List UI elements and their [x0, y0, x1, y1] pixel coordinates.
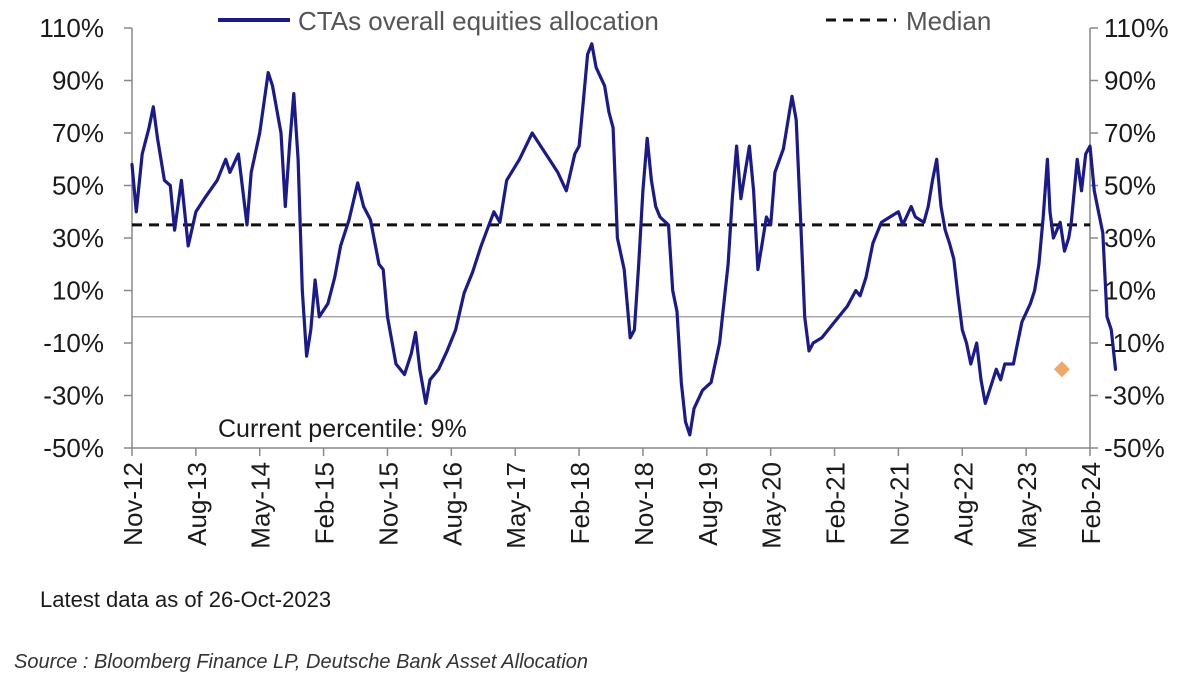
percentile-annotation: Current percentile: 9%	[218, 415, 467, 443]
y-tick-label-left: -30%	[43, 381, 104, 411]
x-tick-label: May-23	[1012, 462, 1042, 549]
x-tick-label: Aug-19	[693, 462, 723, 546]
x-tick-label: Nov-18	[629, 462, 659, 546]
y-tick-label-right: 70%	[1104, 118, 1156, 148]
y-tick-label-left: 50%	[52, 171, 104, 201]
x-tick-label: Nov-12	[118, 462, 148, 546]
x-tick-label: Nov-21	[884, 462, 914, 546]
y-tick-label-left: -10%	[43, 328, 104, 358]
current-point-marker	[1053, 361, 1070, 378]
legend: CTAs overall equities allocation Median	[218, 6, 991, 36]
y-tick-label-right: -30%	[1104, 381, 1165, 411]
y-tick-label-right: 50%	[1104, 171, 1156, 201]
y-tick-label-left: -50%	[43, 433, 104, 463]
x-tick-label: Aug-16	[437, 462, 467, 546]
latest-data-note: Latest data as of 26-Oct-2023	[40, 587, 332, 612]
x-axis: Nov-12 Aug-13 May-14 Feb-15 Nov-15 Aug-16 May-…	[118, 447, 1106, 549]
x-tick-label: Nov-15	[373, 462, 403, 546]
y-tick-label-left: 110%	[39, 13, 104, 43]
x-tick-label: Feb-18	[565, 462, 595, 544]
legend-label-median: Median	[906, 6, 991, 36]
y-tick-label-right: 10%	[1104, 276, 1156, 306]
y-tick-label-right: 30%	[1104, 223, 1156, 253]
series-line-cta-allocation	[130, 42, 1118, 437]
source-note: Source : Bloomberg Finance LP, Deutsche …	[14, 651, 589, 673]
x-tick-label: May-20	[757, 462, 787, 549]
x-tick-label: Aug-22	[948, 462, 978, 546]
x-tick-label: Feb-15	[310, 462, 340, 544]
legend-label-series: CTAs overall equities allocation	[298, 6, 659, 36]
x-tick-label: May-17	[501, 462, 531, 549]
y-tick-label-right: 90%	[1104, 66, 1156, 96]
x-tick-label: May-14	[246, 462, 276, 549]
y-tick-label-left: 30%	[52, 223, 104, 253]
x-tick-label: Aug-13	[182, 462, 212, 546]
y-tick-label-left: 70%	[52, 118, 104, 148]
y-axis-left: 110% 90% 70% 50% 30% 10% -10% -30% -50%	[39, 13, 133, 463]
y-tick-label-right: 110%	[1104, 13, 1169, 43]
y-tick-label-left: 10%	[52, 276, 104, 306]
y-tick-label-right: -50%	[1104, 433, 1165, 463]
x-tick-label: Feb-21	[821, 462, 851, 544]
x-tick-label: Feb-24	[1076, 462, 1106, 544]
y-tick-label-left: 90%	[52, 66, 104, 96]
